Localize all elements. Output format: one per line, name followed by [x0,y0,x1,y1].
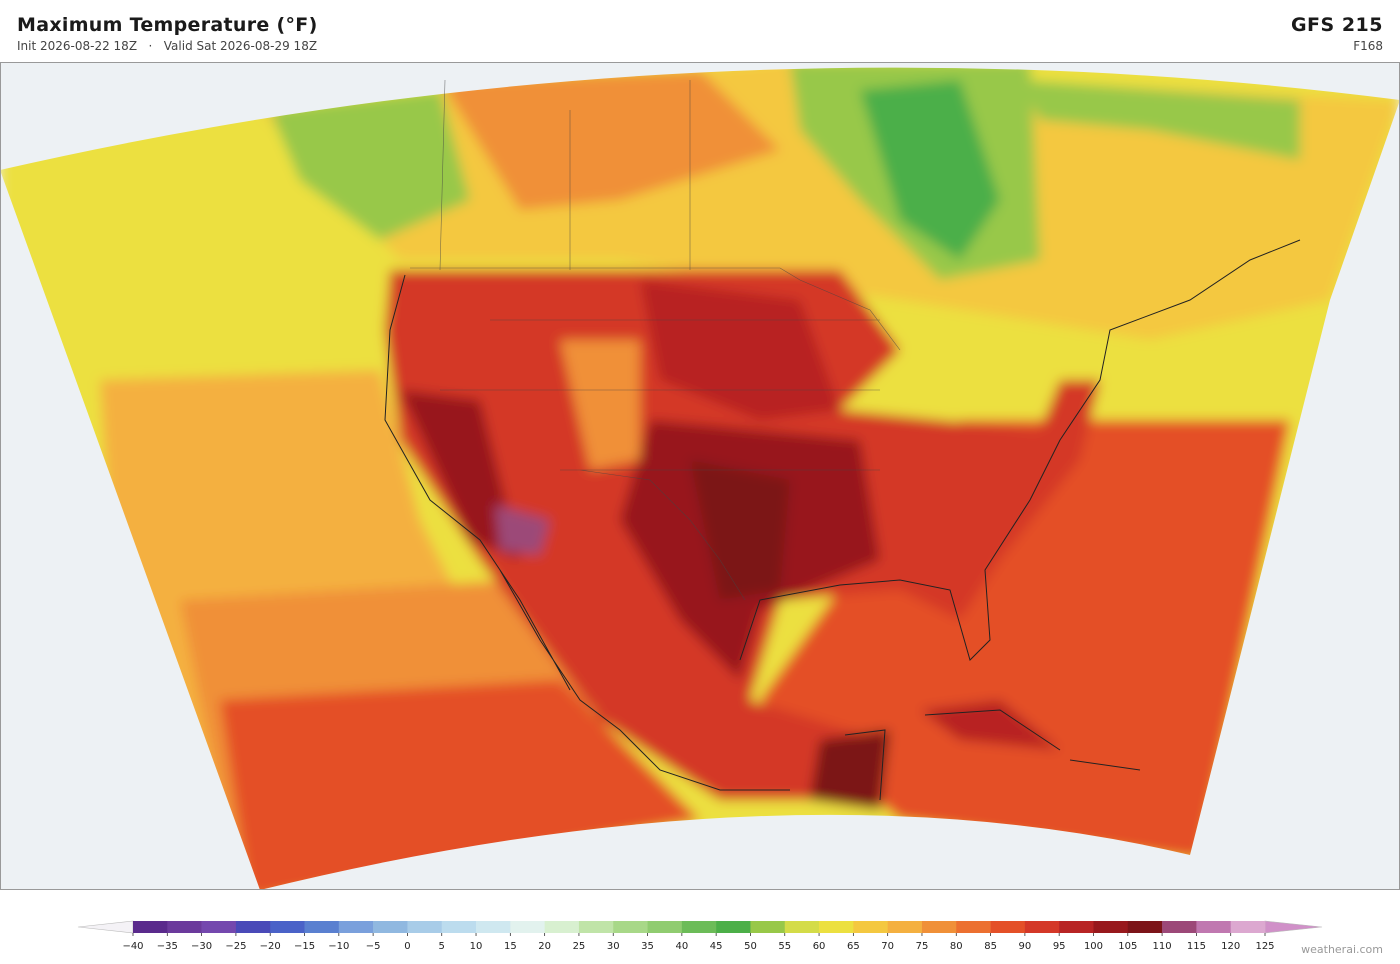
colorbar-tick-label: −35 [157,941,178,952]
colorbar-tick-label: 60 [813,941,826,952]
init-time: Init 2026-08-22 18Z [17,39,138,53]
colorbar-swatch [681,921,717,933]
coastlines [384,239,1301,801]
colorbar-swatch [441,921,477,933]
colorbar-swatch [578,921,614,933]
colorbar-swatch [544,921,580,933]
colorbar-tick-label: −10 [328,941,349,952]
colorbar-swatch [133,921,168,933]
colorbar-tick-label: −15 [294,941,315,952]
colorbar-swatch [784,921,820,933]
colorbar-tick-label: 85 [984,941,997,952]
colorbar-tick-label: −20 [260,941,281,952]
colorbar-swatch [1230,921,1266,933]
colorbar-swatch [201,921,237,933]
colorbar-swatch [235,921,271,933]
colorbar-tick-label: 120 [1221,941,1240,952]
model-name: GFS 215 [1290,14,1383,36]
colorbar-swatch [373,921,408,933]
colorbar-tick-label: 115 [1187,941,1206,952]
borders [410,79,901,601]
colorbar-tick-label: 50 [744,941,757,952]
colorbar-swatch [1059,921,1094,933]
colorbar-swatch [956,921,991,933]
colorbar-swatch [990,921,1026,933]
separator: · [148,39,153,53]
colorbar-tick-label: 15 [504,941,517,952]
colorbar-tick-label: 45 [710,941,723,952]
valid-time: Valid Sat 2026-08-29 18Z [163,39,318,53]
colorbar-tick-label: 80 [950,941,963,952]
colorbar-swatch [1024,921,1060,933]
colorbar-tick-label: −5 [366,941,381,952]
colorbar-swatch [338,921,374,933]
colorbar-tick-label: 55 [778,941,791,952]
colorbar-tick-label: 30 [607,941,620,952]
colorbar-swatch [1196,921,1231,933]
colorbar-tick-label: −40 [122,941,143,952]
colorbar-swatch [1162,921,1197,933]
colorbar-swatch [887,921,923,933]
colorbar-tick-label: 40 [675,941,688,952]
colorbar-tick-label: 105 [1118,941,1137,952]
colorbar-tick-label: 95 [1053,941,1066,952]
colorbar-swatch [407,921,443,933]
colorbar-tick-label: 10 [470,941,483,952]
colorbar-tick-label: 70 [881,941,894,952]
colorbar-swatch [853,921,888,933]
colorbar-tick-label: 65 [847,941,860,952]
colorbar-swatch [716,921,751,933]
colorbar-tick-label: 100 [1084,941,1103,952]
colorbar-swatch [647,921,683,933]
colorbar-tick-label: 110 [1153,941,1172,952]
colorbar-swatch [304,921,340,933]
colorbar-over [1264,920,1323,934]
title: Maximum Temperature (°F) [17,14,318,36]
colorbar-swatch [510,921,545,933]
colorbar-swatch [1127,921,1163,933]
credit: weatherai.com [1301,943,1383,956]
colorbar-swatch [270,921,305,933]
colorbar-tick-label: 25 [573,941,586,952]
colorbar-tick-label: 75 [916,941,929,952]
colorbar-tick-label: 5 [439,941,445,952]
colorbar-tick-label: −25 [225,941,246,952]
colorbar-swatch [819,921,854,933]
subtitle: Init 2026-08-22 18Z · Valid Sat 2026-08-… [17,39,317,53]
colorbar-tick-label: 125 [1255,941,1274,952]
colorbar-swatch [1093,921,1129,933]
colorbar-swatch [476,921,511,933]
colorbar: −40 −35 −30 −25 −20 −15 −10 −5 0 5 10 15 20 25 30 35 40 4… [77,920,1323,952]
colorbar-swatch [921,921,957,933]
colorbar-swatch [750,921,786,933]
colorbar-swatch [167,921,202,933]
colorbar-tick-label: 20 [538,941,551,952]
colorbar-under [77,920,134,934]
colorbar-tick-label: 35 [641,941,654,952]
colorbar-tick-label: 0 [404,941,410,952]
colorbar-tick-label: −30 [191,941,212,952]
forecast-hour: F168 [1353,39,1383,53]
colorbar-tick-label: 90 [1019,941,1032,952]
colorbar-swatch [613,921,648,933]
